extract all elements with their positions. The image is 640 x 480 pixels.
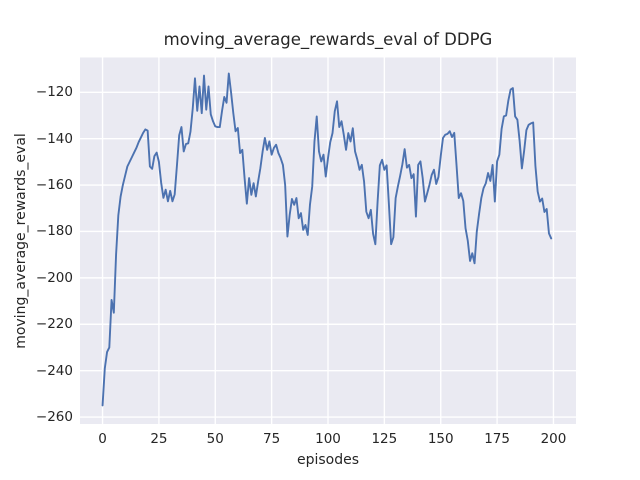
x-tick-label: 125 — [371, 431, 398, 447]
x-tick-label: 150 — [427, 431, 454, 447]
x-axis-label: episodes — [296, 452, 360, 468]
y-tick-label: −220 — [35, 316, 73, 333]
x-tick-label: 50 — [206, 431, 224, 447]
y-tick-label: −200 — [35, 269, 73, 286]
x-tick-label: 75 — [263, 431, 281, 447]
x-tick-label: 100 — [315, 431, 341, 447]
x-tick-label: 25 — [150, 431, 168, 447]
y-tick-label: −140 — [35, 130, 73, 147]
y-tick-label: −240 — [35, 362, 73, 379]
chart-title: moving_average_rewards_eval of DDPG — [163, 30, 493, 49]
x-tick-label: 0 — [98, 431, 107, 447]
y-tick-label: −260 — [35, 409, 73, 426]
reward-line-series — [101, 72, 553, 407]
y-tick-label: −160 — [35, 177, 73, 194]
y-tick-label: −120 — [35, 84, 73, 101]
y-axis-label: moving_average_rewards_eval — [13, 133, 29, 349]
y-tick-label: −180 — [35, 223, 73, 240]
x-tick-label: 175 — [484, 431, 510, 447]
x-tick-label: 200 — [540, 431, 567, 447]
